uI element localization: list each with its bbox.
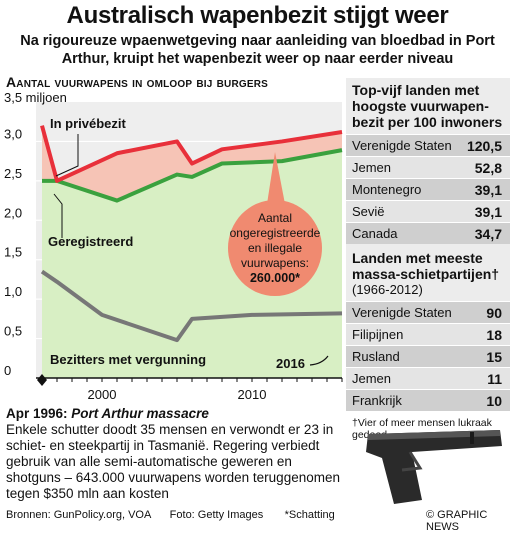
ranking1-country: Verenigde Staten [352,138,452,153]
gun-ownership-chart: 0 0,5 1,0 1,5 2,0 2,5 3,0 3,5 miljoen 2000 2010 In… [4,90,343,402]
event-description: Apr 1996: Port Arthur massacre Enkele sc… [6,406,342,502]
ranking2-value: 11 [487,370,502,387]
callout-text: vuurwapens: [241,256,309,270]
y-tick-label: 1,0 [4,284,22,299]
event-date: Apr 1996: [6,406,68,421]
ranking2-country: Rusland [352,349,400,364]
ranking1-country: Sevië [352,204,385,219]
chart-title: Aantal vuurwapens in omloop bij burgers [6,74,269,90]
ranking1-row: Jemen 52,8 [346,156,510,178]
callout-text: ongeregistreerde [230,226,321,240]
ranking2-value: 18 [486,326,502,343]
ranking2-row: Jemen 11 [346,367,510,389]
ranking2-row: Frankrijk 10 [346,389,510,411]
ranking1-row: Verenigde Staten 120,5 [346,134,510,156]
ranking1-value: 52,8 [474,159,502,176]
ranking2-row: Verenigde Staten 90 [346,301,510,323]
series-label-private: In privébezit [50,116,127,131]
ranking1-value: 39,1 [474,203,502,220]
page-title: Australisch wapenbezit stijgt weer [66,2,449,29]
y-tick-label: 0,5 [4,324,22,339]
sources-line: Bronnen: GunPolicy.org, VOA Foto: Getty … [6,509,335,521]
ranking2-table: Verenigde Staten 90 Filipijnen 18 Rusland 15 J… [346,301,510,411]
ranking2-value: 15 [486,348,502,365]
leader-registered [53,193,63,238]
registered-line [42,148,343,203]
ranking2-country: Verenigde Staten [352,305,452,320]
callout-text: en illegale [248,241,302,255]
ranking1-row: Montenegro 39,1 [346,178,510,200]
x-tick-label: 2010 [238,387,267,402]
ranking2-row: Filipijnen 18 [346,323,510,345]
callout-text: 260.000* [250,271,300,285]
x-tick-label: 2000 [88,387,117,402]
graphic-credit: © GRAPHIC NEWS [426,509,488,533]
private-ownership-line [40,125,343,183]
ranking1-country: Montenegro [352,182,422,197]
y-tick-label: 1,5 [4,245,22,260]
year-arrow [309,355,329,366]
series-label-licensed: Bezitters met vergunning [50,352,206,367]
event-heading: Apr 1996: Port Arthur massacre [6,406,342,422]
ranking1-row: Sevië 39,1 [346,200,510,222]
callout-bubble [228,200,322,296]
estimate-note: *Schatting [284,509,335,521]
callout-pointer [267,152,285,204]
ranking2-country: Jemen [352,371,392,386]
licensed-owners-line [40,269,343,343]
y-tick-label: 3,0 [4,126,22,141]
series-label-registered: Geregistreerd [48,234,133,249]
ranking1-country: Canada [352,226,398,241]
ranking2-country: Filipijnen [352,327,404,342]
sources-text: Bronnen: GunPolicy.org, VOA [6,509,152,521]
chart-labels: 0 0,5 1,0 1,5 2,0 2,5 3,0 3,5 miljoen 2000 2010 In… [4,90,329,402]
ranking2-period: (1966-2012) [352,282,423,297]
event-name: Port Arthur massacre [71,406,209,421]
event-text: Enkele schutter doodt 35 mensen en verwo… [6,422,340,501]
photo-credit: Foto: Getty Images [169,509,264,521]
ranking2-row: Rusland 15 [346,345,510,367]
page-subtitle: Na rigoureuze wpaenwetgeving naar aanlei… [20,33,495,67]
ranking2-value: 10 [486,392,502,409]
sidebar-panel: Top-vijf landen met hoogste vuurwapen-be… [346,78,510,445]
ranking1-value: 39,1 [474,181,502,198]
ranking2-value: 90 [486,304,502,321]
ranking1-table: Verenigde Staten 120,5 Jemen 52,8 Montenegro… [346,134,510,244]
callout-text: Aantal [258,211,292,225]
ranking1-value: 34,7 [474,225,502,242]
event-marker [37,374,47,386]
y-unit-label: 3,5 miljoen [4,90,67,105]
chart-axes [36,374,343,386]
leader-private [55,134,79,177]
ranking1-row: Canada 34,7 [346,222,510,244]
ranking2-country: Frankrijk [352,393,402,408]
ranking1-title: Top-vijf landen met hoogste vuurwapen-be… [352,82,503,130]
ranking1-country: Jemen [352,160,392,175]
chart-lines [40,125,343,343]
year-annotation: 2016 [276,356,305,371]
pistol-photo [366,430,502,504]
ranking1-value: 120,5 [466,137,502,154]
y-tick-label: 2,0 [4,205,22,220]
ranking2-title: Landen met meeste massa-schietpartijen† [352,250,500,282]
y-tick-label: 0 [4,363,11,378]
y-tick-label: 2,5 [4,166,22,181]
